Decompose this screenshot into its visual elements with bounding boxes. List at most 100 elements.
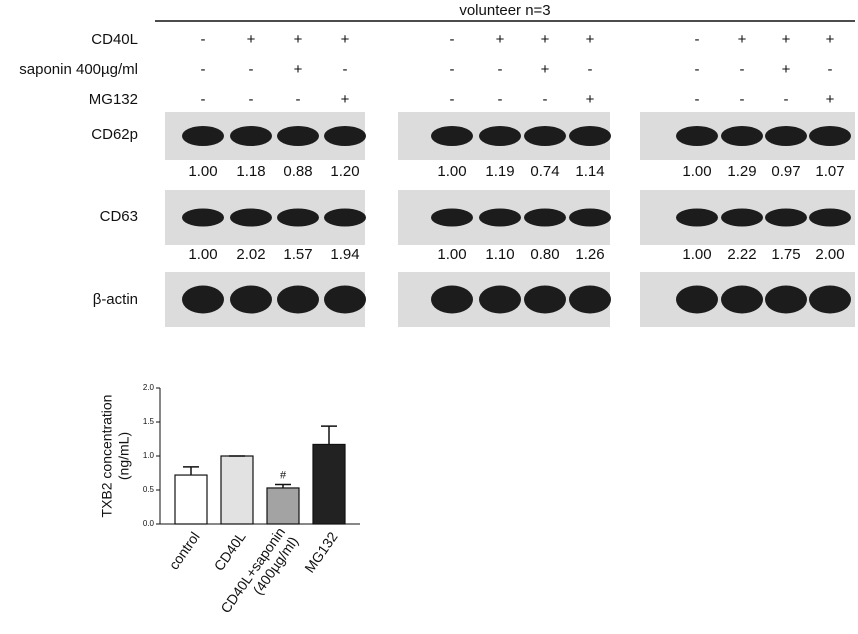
treatment-sign: - (740, 61, 745, 78)
band (182, 126, 224, 146)
band (431, 126, 473, 146)
band (277, 285, 319, 314)
band (230, 208, 272, 227)
treatment-sign: + (826, 91, 835, 108)
densitometry: 1.75 (771, 246, 800, 263)
blot-label: CD62p (91, 126, 138, 143)
band (182, 285, 224, 314)
band (809, 208, 851, 227)
band (324, 208, 366, 227)
densitometry: 1.00 (188, 163, 217, 180)
densitometry: 1.00 (682, 163, 711, 180)
y-tick-label: 1.0 (143, 451, 155, 460)
band (765, 208, 807, 227)
treatment-sign: + (782, 31, 791, 48)
band (324, 126, 366, 146)
treatment-sign: - (450, 61, 455, 78)
error-bar (183, 466, 199, 476)
treatment-sign: - (343, 61, 348, 78)
band (524, 208, 566, 227)
x-tick-label: MG132 (301, 529, 341, 576)
densitometry: 1.00 (682, 246, 711, 263)
error-bar (275, 483, 291, 488)
treatment-sign: - (249, 91, 254, 108)
treatment-sign: + (586, 31, 595, 48)
band (676, 126, 718, 146)
treatment-sign: - (201, 61, 206, 78)
y-tick-label: 2.0 (143, 383, 155, 392)
header: volunteer n=3 (459, 2, 550, 19)
band (721, 285, 763, 314)
treatment-sign: - (695, 91, 700, 108)
treatment-sign: - (588, 61, 593, 78)
band (569, 285, 611, 314)
x-tick-label: CD40L (210, 529, 248, 574)
y-tick-label: 1.5 (143, 417, 155, 426)
bar (220, 455, 254, 525)
treatment-sign: + (738, 31, 747, 48)
treatment-sign: + (294, 31, 303, 48)
band (765, 126, 807, 146)
densitometry: 1.19 (485, 163, 514, 180)
treatment-sign: + (341, 31, 350, 48)
densitometry: 2.22 (727, 246, 756, 263)
band (524, 285, 566, 314)
y-tick-label: 0.0 (143, 519, 155, 528)
band (324, 285, 366, 314)
band (721, 126, 763, 146)
treatment-sign: - (695, 31, 700, 48)
y-axis-label: TXB2 concentration (99, 395, 115, 518)
y-tick-label: 0.5 (143, 485, 155, 494)
treatment-sign: - (296, 91, 301, 108)
band (230, 126, 272, 146)
densitometry: 1.94 (330, 246, 359, 263)
treatment-sign: - (784, 91, 789, 108)
band (676, 208, 718, 227)
treatment-sign: + (782, 61, 791, 78)
densitometry: 2.00 (815, 246, 844, 263)
band (230, 285, 272, 314)
treatment-sign: + (541, 31, 550, 48)
treatment-sign: - (498, 61, 503, 78)
band (524, 126, 566, 146)
band (569, 208, 611, 227)
densitometry: 1.26 (575, 246, 604, 263)
band (479, 208, 521, 227)
treatment-sign: - (249, 61, 254, 78)
treatment-sign: + (247, 31, 256, 48)
band (479, 126, 521, 146)
treatment-sign: - (828, 61, 833, 78)
densitometry: 1.00 (437, 163, 466, 180)
densitometry: 0.80 (530, 246, 559, 263)
treatment-sign: + (826, 31, 835, 48)
densitometry: 0.74 (530, 163, 559, 180)
condition-label: MG132 (89, 91, 138, 108)
x-tick-label: control (165, 529, 202, 573)
densitometry: 1.00 (188, 246, 217, 263)
treatment-sign: - (695, 61, 700, 78)
densitometry: 1.20 (330, 163, 359, 180)
treatment-sign: - (450, 31, 455, 48)
treatment-sign: + (541, 61, 550, 78)
densitometry: 2.02 (236, 246, 265, 263)
band (721, 208, 763, 227)
densitometry: 1.57 (283, 246, 312, 263)
band (809, 126, 851, 146)
treatment-sign: - (201, 91, 206, 108)
significance-marker: # (280, 469, 287, 481)
treatment-sign: - (450, 91, 455, 108)
densitometry: 0.97 (771, 163, 800, 180)
treatment-sign: - (740, 91, 745, 108)
treatment-sign: + (586, 91, 595, 108)
treatment-sign: - (201, 31, 206, 48)
densitometry: 1.07 (815, 163, 844, 180)
densitometry: 0.88 (283, 163, 312, 180)
treatment-sign: - (543, 91, 548, 108)
band (479, 285, 521, 314)
bar (266, 487, 300, 525)
condition-label: CD40L (91, 31, 138, 48)
band (569, 126, 611, 146)
treatment-sign: + (341, 91, 350, 108)
densitometry: 1.00 (437, 246, 466, 263)
